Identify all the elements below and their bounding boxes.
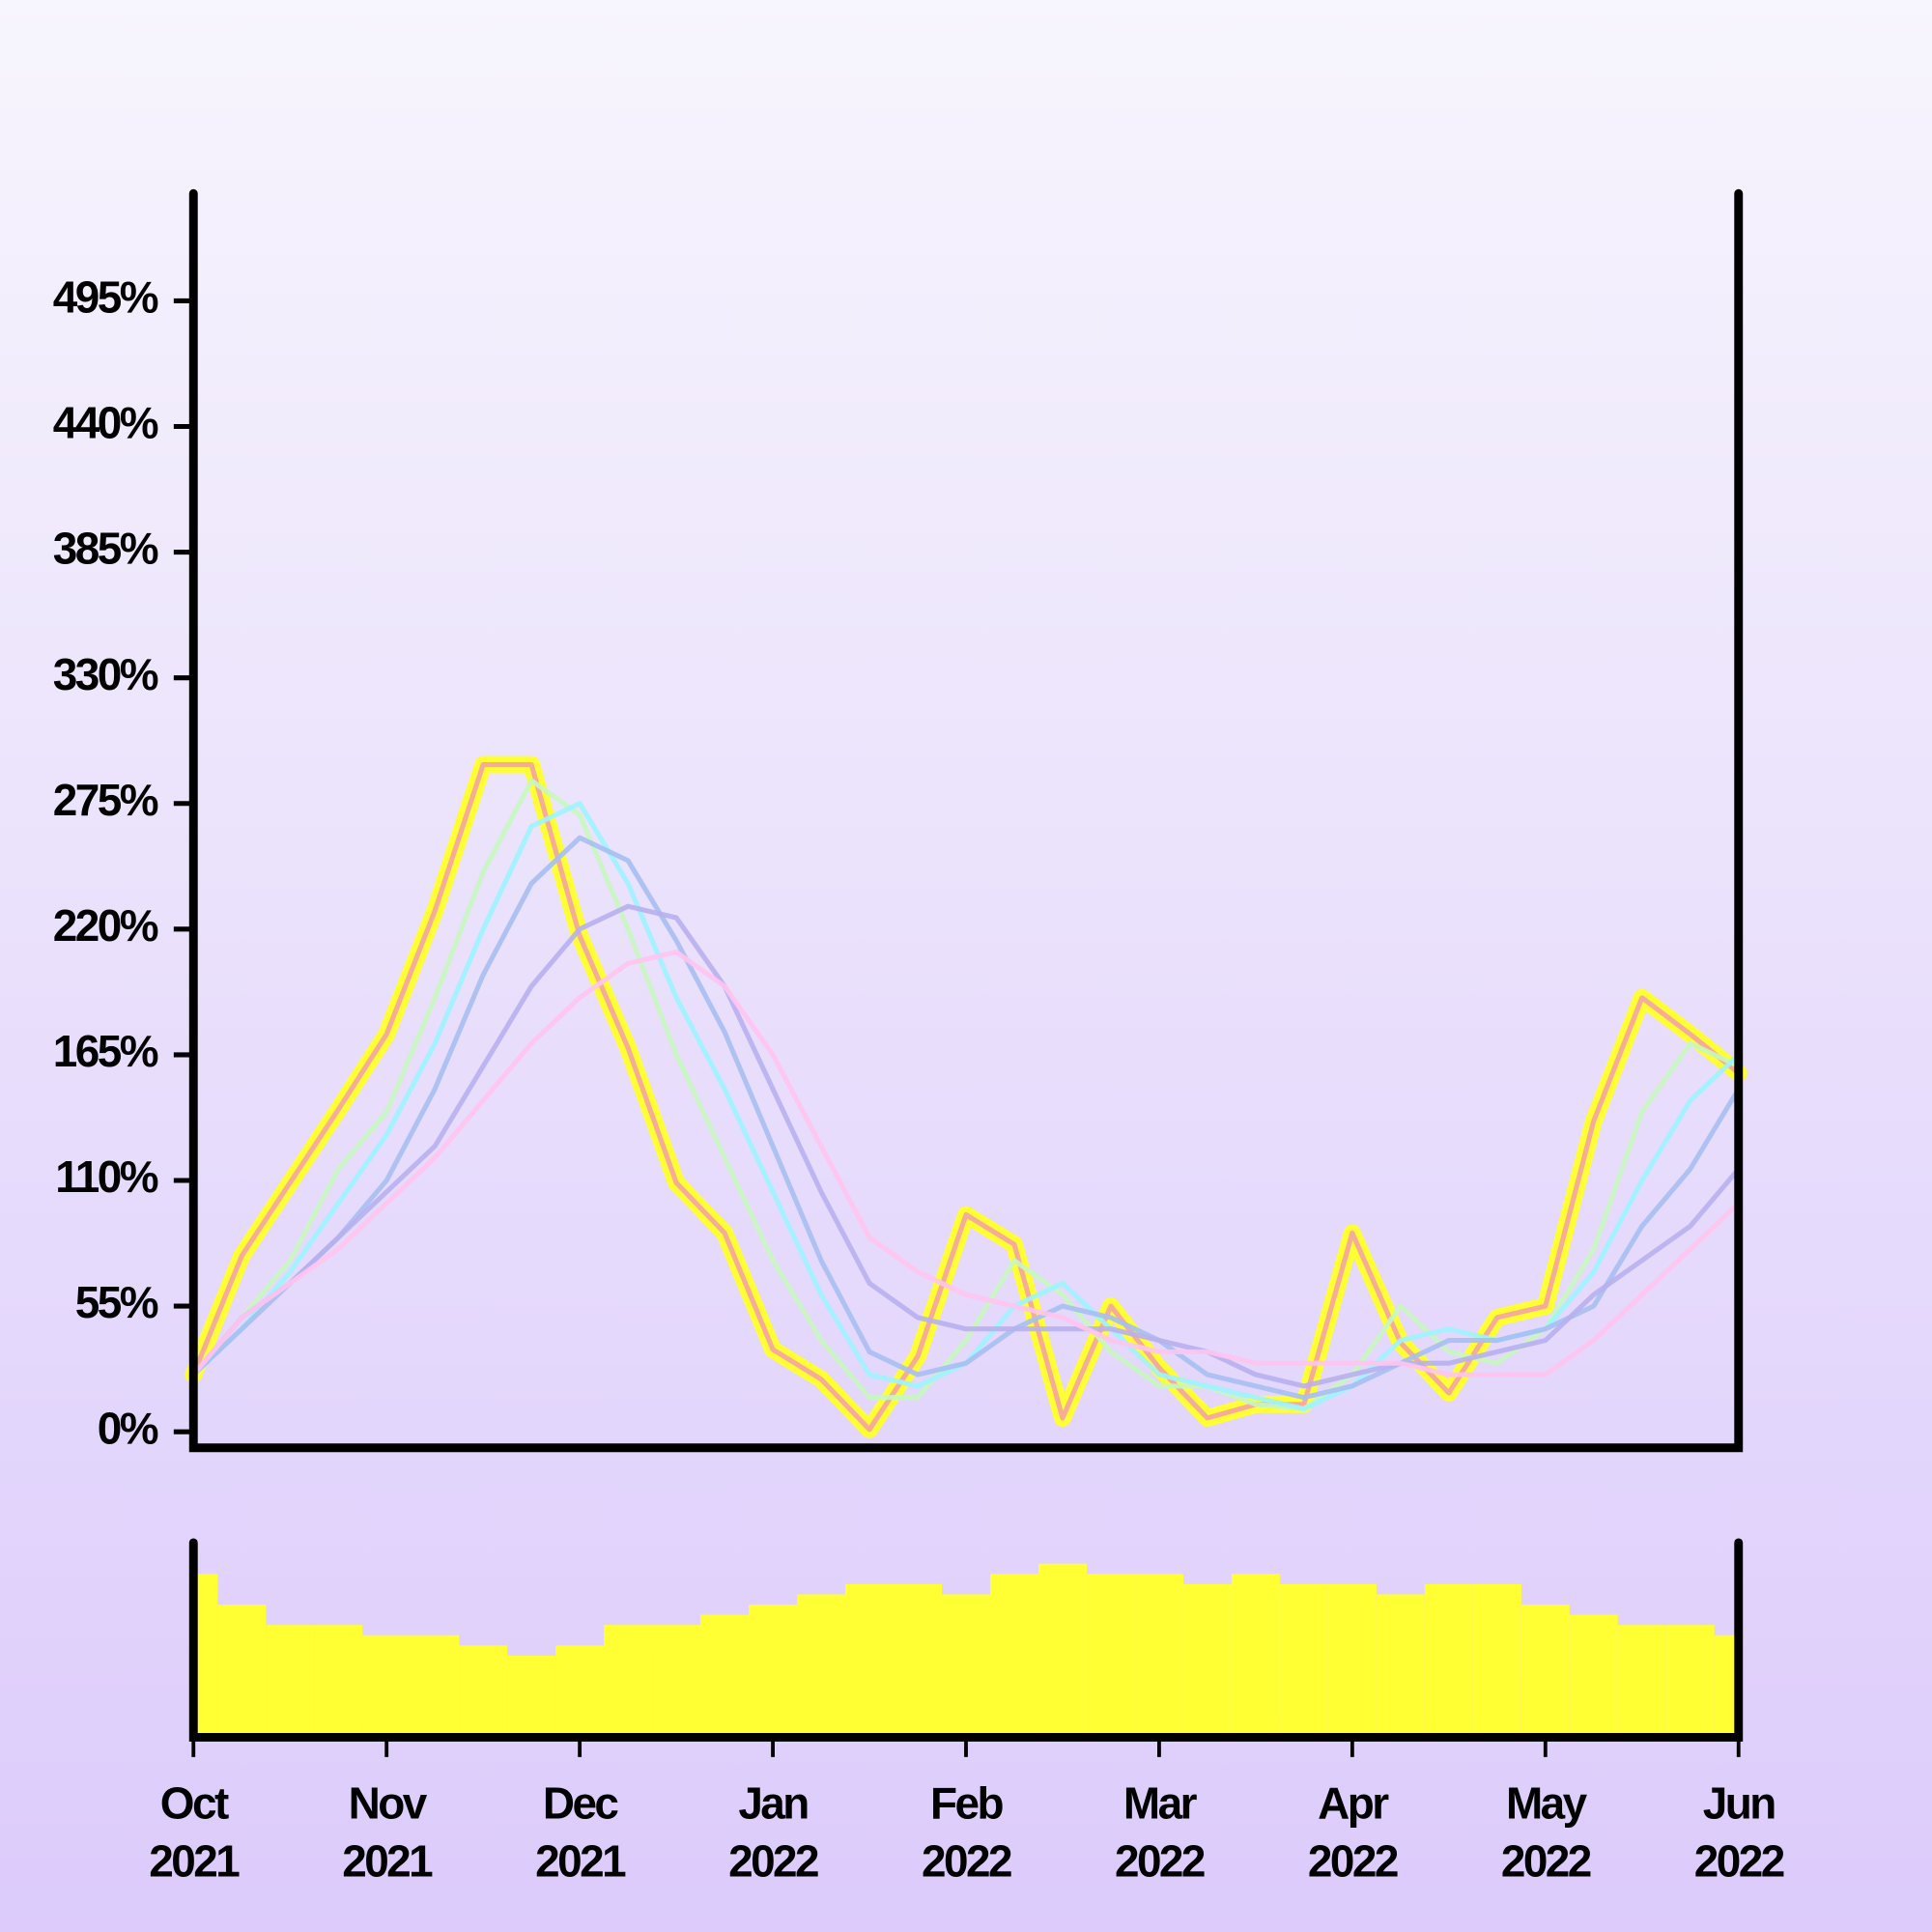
- volume-bar: [459, 1645, 508, 1738]
- y-tick-label: 275%: [53, 775, 158, 825]
- volume-bar: [1182, 1583, 1232, 1738]
- volume-bar: [1376, 1594, 1425, 1738]
- series-line: [190, 778, 1742, 1412]
- series-line: [190, 903, 1742, 1389]
- volume-bar: [507, 1655, 556, 1738]
- x-tick-label: Nov 2021: [342, 1778, 433, 1887]
- x-tick-label: May 2022: [1501, 1778, 1591, 1887]
- y-tick-label: 385%: [53, 524, 158, 574]
- y-tick-label: 330%: [53, 649, 158, 699]
- plot-frame: [188, 188, 1744, 1453]
- series-line: [190, 949, 1742, 1378]
- y-tick-label: 495%: [53, 272, 158, 323]
- volume-bar: [894, 1583, 943, 1738]
- y-tick-label: 165%: [53, 1026, 158, 1076]
- x-tick-label: Mar 2022: [1115, 1778, 1205, 1887]
- y-tick-label: 55%: [75, 1277, 158, 1327]
- volume-bar: [362, 1634, 412, 1738]
- volume-bar: [1617, 1625, 1666, 1738]
- volume-bar: [749, 1605, 798, 1738]
- volume-bar: [1231, 1574, 1280, 1738]
- volume-bar: [411, 1634, 460, 1738]
- volume-bar: [1037, 1563, 1087, 1738]
- volume-bar: [1665, 1625, 1715, 1738]
- volume-frame: [188, 1538, 1744, 1742]
- y-tick-label: 440%: [53, 398, 158, 448]
- volume-bar: [314, 1625, 363, 1738]
- y-tick-label: 110%: [55, 1151, 157, 1202]
- volume-bar: [1569, 1614, 1618, 1738]
- x-tick-label: Jun 2022: [1694, 1778, 1784, 1887]
- y-tick-label: 0%: [98, 1403, 158, 1453]
- volume-bar: [1424, 1583, 1473, 1738]
- volume-bar: [1327, 1583, 1377, 1738]
- volume-bar: [652, 1625, 701, 1738]
- volume-bar: [1279, 1583, 1328, 1738]
- volume-bar: [1472, 1583, 1521, 1738]
- volume-bar: [700, 1614, 750, 1738]
- x-tick-label: Oct 2021: [149, 1778, 240, 1887]
- x-tick-label: Apr 2022: [1308, 1778, 1398, 1887]
- y-tick-label: 220%: [53, 900, 158, 951]
- volume-bar: [942, 1594, 990, 1738]
- volume-bar: [266, 1625, 315, 1738]
- volume-bar: [797, 1594, 846, 1738]
- volume-bar: [1134, 1574, 1183, 1738]
- volume-bar: [555, 1645, 605, 1738]
- x-tick-label: Jan 2022: [728, 1778, 818, 1887]
- volume-bar: [1520, 1605, 1570, 1738]
- volume-bar: [845, 1583, 895, 1738]
- x-tick-label: Feb 2022: [922, 1778, 1011, 1887]
- volume-bar: [1086, 1574, 1135, 1738]
- x-tick-label: Dec 2021: [535, 1778, 626, 1887]
- series-line: [190, 835, 1742, 1401]
- volume-bar: [989, 1574, 1038, 1738]
- volume-bar: [217, 1605, 267, 1738]
- volume-bar: [604, 1625, 653, 1738]
